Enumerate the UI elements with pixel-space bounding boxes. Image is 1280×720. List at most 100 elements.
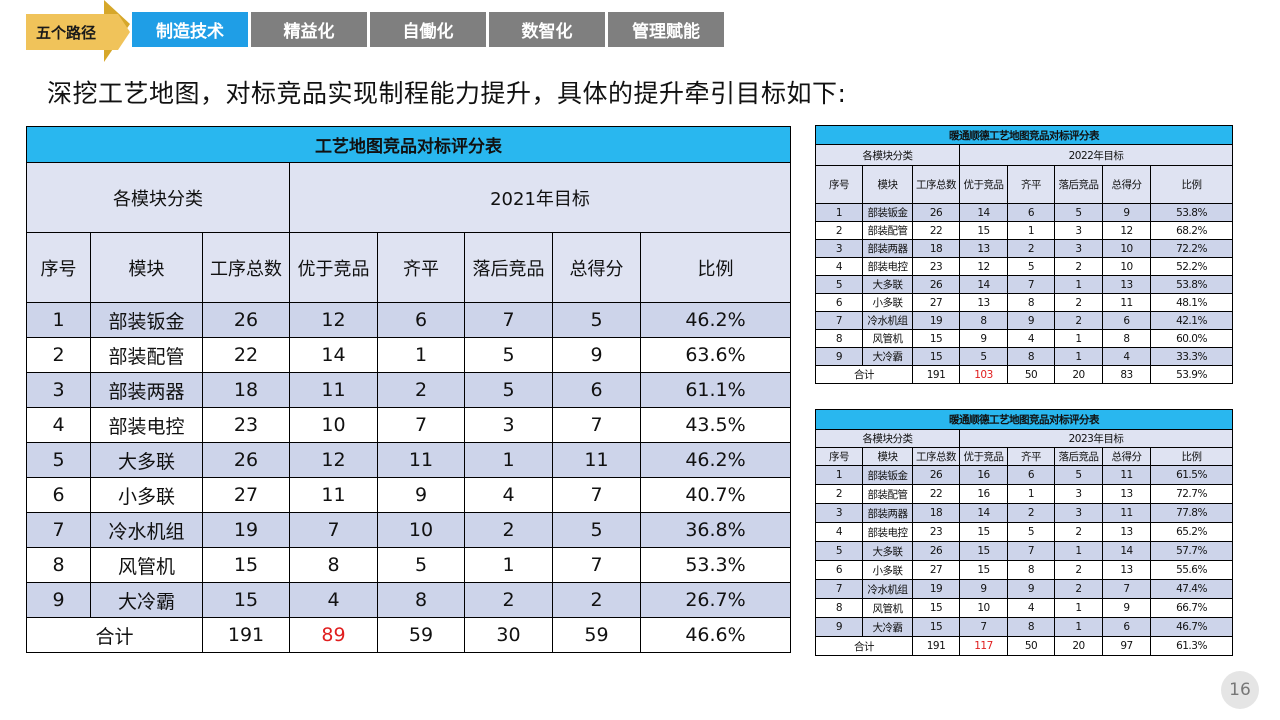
- cell-better: 9: [959, 329, 1008, 348]
- cell-ratio: 66.7%: [1150, 598, 1233, 618]
- cell-equal: 6: [377, 302, 465, 338]
- cell-index: 1: [815, 465, 863, 485]
- tab-digital-intelligence[interactable]: 数智化: [489, 12, 605, 47]
- cell-ratio: 57.7%: [1150, 541, 1233, 561]
- cell-index: 8: [26, 547, 91, 583]
- cell-behind: 5: [1054, 465, 1103, 485]
- cell-equal: 9: [1007, 311, 1055, 330]
- cell-index: 5: [815, 541, 863, 561]
- column-header: 工序总数: [202, 232, 290, 303]
- cell-total-steps: 15: [912, 598, 960, 618]
- cell-total-steps: 26: [912, 203, 960, 222]
- cell-module: 大多联: [862, 541, 913, 561]
- column-header-row: 序号 模块 工序总数 优于竞品 齐平 落后竞品 总得分 比例: [815, 447, 1233, 466]
- table-row: 5 大多联 26 12 11 1 11 46.2%: [26, 442, 791, 478]
- cell-index: 5: [815, 275, 863, 294]
- cell-ratio: 53.9%: [1150, 365, 1233, 384]
- table-row: 9 大冷霸 15 7 8 1 6 46.7%: [815, 617, 1233, 637]
- badge-arrow-shape: [26, 0, 130, 62]
- cell-better: 16: [959, 484, 1008, 504]
- cell-equal: 9: [377, 477, 465, 513]
- cell-module: 部装钣金: [90, 302, 203, 338]
- table-row: 5 大多联 26 15 7 1 14 57.7%: [815, 541, 1233, 561]
- group-header-category: 各模块分类: [815, 429, 960, 448]
- column-header: 模块: [862, 447, 913, 466]
- cell-equal: 8: [1007, 560, 1055, 580]
- group-header-year-target: 2022年目标: [959, 144, 1233, 166]
- cell-index: 9: [815, 347, 863, 366]
- benchmark-table-2021: 工艺地图竞品对标评分表 各模块分类 2021年目标 序号 模块 工序总数 优于竞品 齐平…: [26, 126, 791, 653]
- cell-better: 16: [959, 465, 1008, 485]
- cell-ratio: 61.1%: [640, 372, 791, 408]
- group-header-category: 各模块分类: [815, 144, 960, 166]
- cell-behind: 1: [464, 442, 553, 478]
- cell-behind: 5: [464, 372, 553, 408]
- cell-better: 11: [289, 477, 378, 513]
- cell-module: 冷水机组: [862, 579, 913, 599]
- table-row: 6 小多联 27 15 8 2 13 55.6%: [815, 560, 1233, 580]
- column-header: 齐平: [377, 232, 465, 303]
- total-label: 合计: [26, 617, 203, 653]
- table-row: 4 部装电控 23 10 7 3 7 43.5%: [26, 407, 791, 443]
- cell-score: 83: [1102, 365, 1151, 384]
- total-row: 合计 191 117 50 20 97 61.3%: [815, 636, 1233, 656]
- cell-equal: 7: [1007, 275, 1055, 294]
- cell-ratio: 52.2%: [1150, 257, 1233, 276]
- cell-behind: 4: [464, 477, 553, 513]
- cell-equal: 2: [377, 372, 465, 408]
- cell-better: 103: [959, 365, 1008, 384]
- cell-ratio: 36.8%: [640, 512, 791, 548]
- cell-module: 部装配管: [90, 337, 203, 373]
- cell-total-steps: 18: [912, 239, 960, 258]
- cell-better: 15: [959, 541, 1008, 561]
- cell-better: 8: [959, 311, 1008, 330]
- cell-total-steps: 15: [912, 329, 960, 348]
- cell-index: 6: [815, 560, 863, 580]
- cell-better: 14: [959, 275, 1008, 294]
- cell-ratio: 55.6%: [1150, 560, 1233, 580]
- cell-behind: 2: [1054, 293, 1103, 312]
- tab-manufacturing-tech[interactable]: 制造技术: [132, 12, 248, 47]
- cell-score: 7: [552, 477, 641, 513]
- cell-better: 9: [959, 579, 1008, 599]
- cell-score: 6: [1102, 311, 1151, 330]
- table-title: 暖通顺德工艺地图竞品对标评分表: [815, 409, 1233, 430]
- column-header: 序号: [815, 165, 863, 204]
- cell-ratio: 26.7%: [640, 582, 791, 618]
- cell-behind: 5: [1054, 203, 1103, 222]
- page-headline: 深挖工艺地图，对标竞品实现制程能力提升，具体的提升牵引目标如下:: [47, 79, 847, 108]
- cell-better: 8: [289, 547, 378, 583]
- tab-lean[interactable]: 精益化: [251, 12, 367, 47]
- cell-ratio: 53.8%: [1150, 275, 1233, 294]
- cell-index: 9: [815, 617, 863, 637]
- cell-equal: 6: [1007, 203, 1055, 222]
- cell-behind: 3: [464, 407, 553, 443]
- cell-ratio: 46.2%: [640, 302, 791, 338]
- cell-score: 6: [1102, 617, 1151, 637]
- cell-behind: 5: [464, 337, 553, 373]
- cell-behind: 3: [1054, 239, 1103, 258]
- cell-score: 9: [552, 337, 641, 373]
- column-header: 比例: [640, 232, 791, 303]
- table-row: 3 部装两器 18 14 2 3 11 77.8%: [815, 503, 1233, 523]
- cell-ratio: 72.7%: [1150, 484, 1233, 504]
- column-header: 模块: [862, 165, 913, 204]
- cell-module: 部装配管: [862, 484, 913, 504]
- cell-module: 部装钣金: [862, 203, 913, 222]
- cell-ratio: 47.4%: [1150, 579, 1233, 599]
- cell-module: 部装电控: [862, 522, 913, 542]
- cell-module: 风管机: [90, 547, 203, 583]
- tab-management-empowerment[interactable]: 管理赋能: [608, 12, 724, 47]
- cell-equal: 8: [1007, 293, 1055, 312]
- cell-module: 部装电控: [862, 257, 913, 276]
- cell-index: 3: [26, 372, 91, 408]
- cell-behind: 2: [1054, 522, 1103, 542]
- cell-better: 11: [289, 372, 378, 408]
- table-row: 1 部装钣金 26 14 6 5 9 53.8%: [815, 203, 1233, 222]
- tab-jidoka[interactable]: 自働化: [370, 12, 486, 47]
- cell-better: 14: [959, 203, 1008, 222]
- cell-behind: 2: [1054, 560, 1103, 580]
- cell-behind: 3: [1054, 484, 1103, 504]
- total-label: 合计: [815, 365, 913, 384]
- cell-total-steps: 18: [202, 372, 290, 408]
